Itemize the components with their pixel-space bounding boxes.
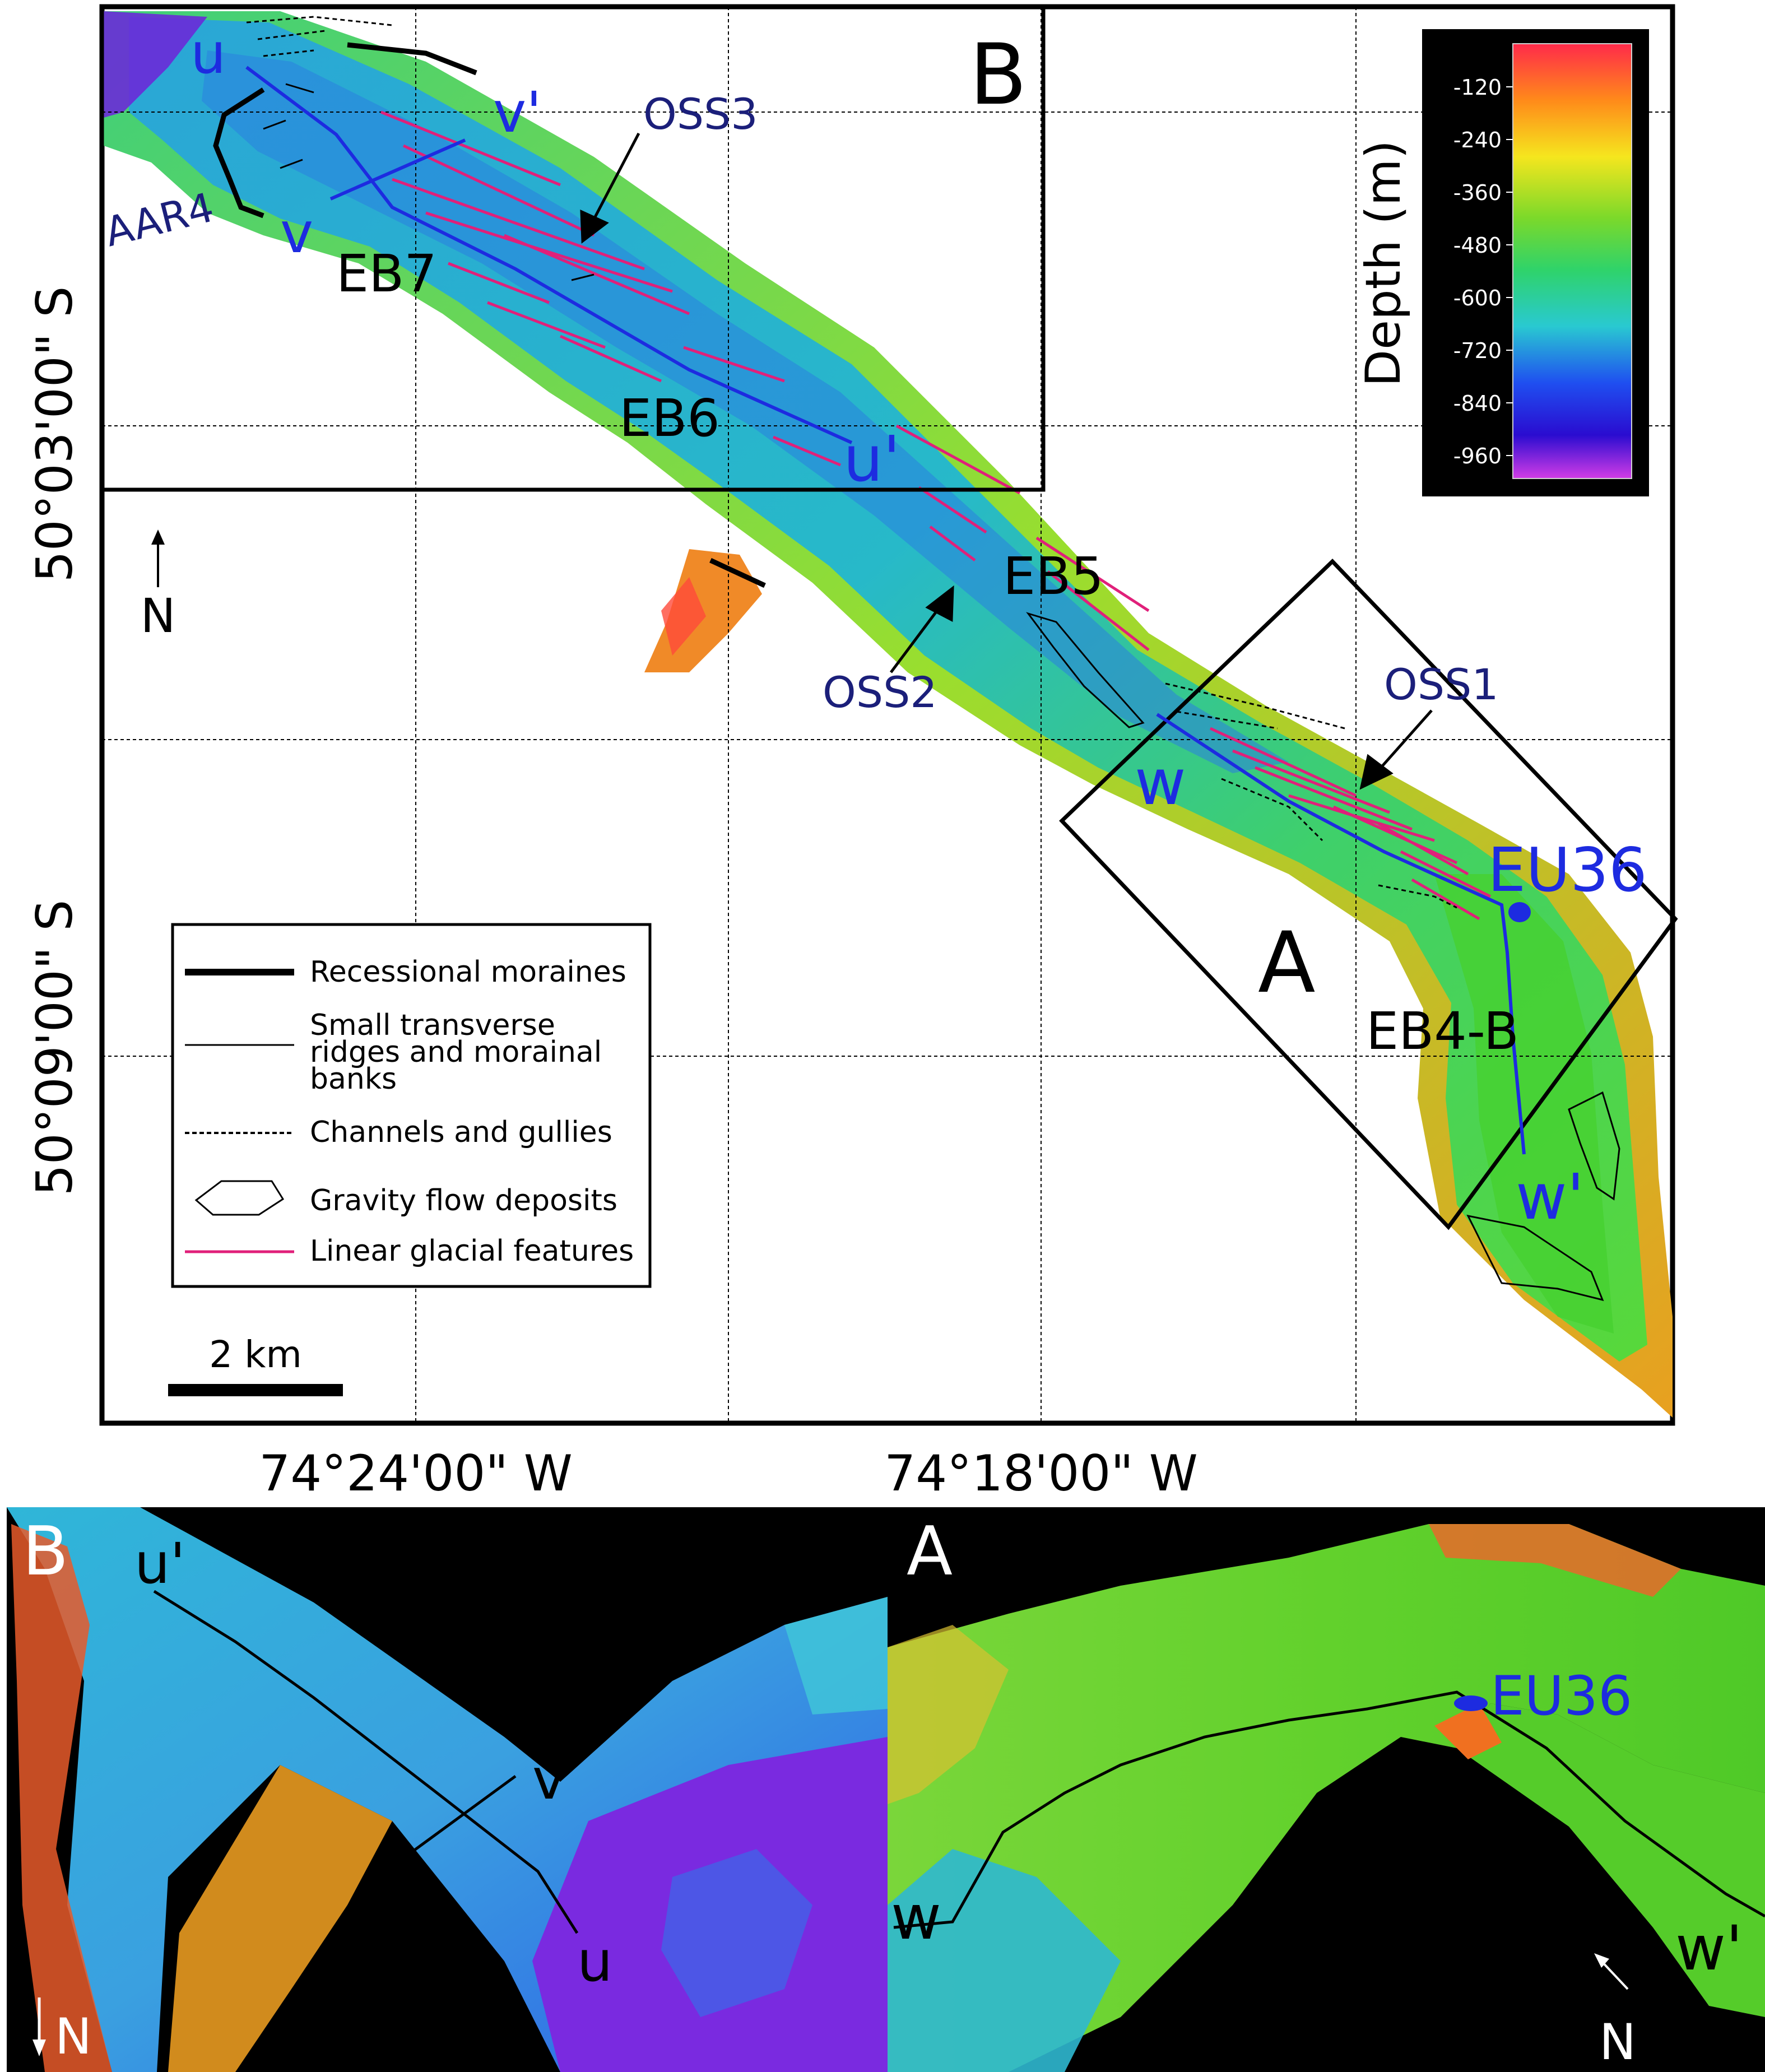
colorbar-tick-label: -240	[1453, 128, 1502, 152]
inset-box-b	[100, 4, 1046, 492]
main-map: OSS3 OSS2 OSS1 EB7 EB6 EB5 EB4-B AAR4 EU…	[99, 4, 1678, 1426]
panel-a-label-w: w	[891, 1881, 941, 1953]
depth-colorbar: Depth (m) -120 -240 -360 -480 -600 -720 -840 -9…	[1355, 29, 1649, 496]
transverse-ridges	[263, 83, 594, 281]
legend: Recessional moraines Small transverse ri…	[171, 923, 652, 1288]
profile-label-v-prime: v'	[493, 80, 542, 145]
colorbar-tick-label: -840	[1453, 391, 1502, 416]
bathymetry-fjord	[104, 11, 1673, 1418]
feature-label-oss1: OSS1	[1384, 659, 1499, 709]
panel-b-label-u: u	[577, 1929, 612, 1994]
panel-b-profile-vv	[400, 1774, 517, 1862]
panel-a-label: A	[907, 1513, 953, 1591]
feature-arrows	[580, 132, 1433, 790]
panel-b-north-label: N	[55, 2008, 92, 2065]
colorbar-tick-label: -720	[1453, 338, 1502, 363]
inset-box-a	[1059, 559, 1678, 1230]
latitude-label-1: 50°03'00" S	[26, 286, 83, 582]
eu36-marker	[1508, 902, 1531, 922]
profile-label-u-prime: u'	[843, 423, 900, 496]
profile-label-u: u	[191, 21, 226, 86]
feature-label-oss3: OSS3	[643, 89, 758, 139]
colorbar-tick-label: -360	[1453, 180, 1502, 205]
feature-label-oss2: OSS2	[823, 667, 937, 717]
legend-item-linear-glacial: Linear glacial features	[310, 1234, 634, 1268]
linear-glacial-features	[380, 110, 1492, 921]
panel-a-profile-ww	[893, 1690, 1765, 1929]
legend-item-recessional-moraines: Recessional moraines	[310, 955, 626, 989]
panel-b-label-v-prime: v'	[364, 1859, 413, 1924]
colorbar-ticks: -120 -240 -360 -480 -600 -720 -840 -960	[1453, 75, 1513, 468]
feature-label-eb7: EB7	[336, 244, 437, 304]
latitude-label-2: 50°09'00" S	[26, 900, 83, 1196]
panel-a-eu36-label: EU36	[1490, 1665, 1632, 1727]
colorbar-tick-label: -960	[1453, 444, 1502, 468]
feature-label-eb6: EB6	[619, 388, 720, 448]
colorbar-tick-label: -480	[1453, 233, 1502, 258]
panel-b: B u' v v' u N	[7, 1507, 888, 2072]
profile-label-w-prime: w'	[1516, 1161, 1584, 1234]
panel-a-label-w-prime: w'	[1675, 1912, 1743, 1984]
panel-a-north-label: N	[1599, 2013, 1636, 2071]
north-arrow-label: N	[141, 588, 176, 643]
profile-label-w: w	[1135, 746, 1186, 819]
panel-b-label-v: v	[532, 1746, 565, 1812]
colorbar-tick-label: -120	[1453, 75, 1502, 100]
legend-item-transverse-ridges: Small transverse ridges and morainal ban…	[310, 1009, 611, 1096]
scale-bar-label: 2 km	[209, 1333, 301, 1376]
feature-label-eu36: EU36	[1488, 835, 1647, 905]
recessional-moraines	[213, 42, 766, 588]
panel-a-eu36-marker	[1454, 1695, 1488, 1711]
inset-label-b: B	[969, 26, 1027, 124]
inset-label-a: A	[1258, 914, 1316, 1012]
map-grid	[102, 7, 1673, 1423]
north-arrow: N	[141, 529, 176, 643]
panel-b-profile-uu	[153, 1590, 579, 1934]
panel-b-label-u-prime: u'	[134, 1531, 185, 1596]
legend-item-channels: Channels and gullies	[310, 1116, 612, 1149]
panel-b-label: B	[22, 1513, 68, 1591]
legend-item-gravity-flow: Gravity flow deposits	[310, 1184, 617, 1218]
scale-bar: 2 km	[168, 1333, 343, 1396]
profile-lines	[245, 66, 1526, 1155]
gravity-flow-deposits	[1026, 612, 1620, 1302]
feature-label-eb5: EB5	[1003, 546, 1104, 606]
feature-label-eb4b: EB4-B	[1366, 1001, 1519, 1061]
panel-a: EU36 A w w' N	[888, 1507, 1765, 2072]
profile-label-v: v	[280, 200, 313, 266]
colorbar-tick-label: -600	[1453, 286, 1502, 310]
longitude-label-2: 74°18'00" W	[884, 1444, 1198, 1502]
colorbar-title: Depth (m)	[1355, 140, 1411, 387]
longitude-label-1: 74°24'00" W	[259, 1444, 573, 1502]
